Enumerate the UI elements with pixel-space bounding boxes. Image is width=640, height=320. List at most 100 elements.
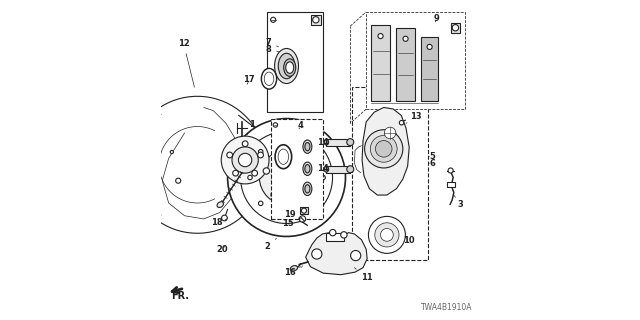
Text: 8: 8 bbox=[266, 44, 278, 54]
Circle shape bbox=[272, 163, 301, 192]
Circle shape bbox=[232, 147, 259, 173]
Circle shape bbox=[259, 149, 263, 154]
Circle shape bbox=[248, 175, 252, 180]
Ellipse shape bbox=[278, 149, 289, 164]
Text: TWA4B1910A: TWA4B1910A bbox=[421, 303, 473, 312]
Circle shape bbox=[284, 153, 290, 159]
Bar bbox=[271, 119, 323, 219]
Circle shape bbox=[259, 201, 263, 205]
Circle shape bbox=[263, 168, 269, 174]
Circle shape bbox=[271, 17, 276, 22]
Text: 10: 10 bbox=[403, 236, 414, 245]
Text: 1: 1 bbox=[247, 120, 255, 134]
Text: 17: 17 bbox=[243, 75, 255, 84]
Circle shape bbox=[301, 208, 307, 213]
Ellipse shape bbox=[303, 162, 312, 175]
Ellipse shape bbox=[217, 202, 223, 207]
Ellipse shape bbox=[275, 145, 292, 169]
Circle shape bbox=[271, 191, 277, 198]
Circle shape bbox=[403, 36, 408, 41]
Text: 7: 7 bbox=[266, 38, 278, 47]
Circle shape bbox=[252, 170, 257, 176]
Circle shape bbox=[227, 152, 232, 158]
Ellipse shape bbox=[285, 62, 294, 73]
Bar bbox=[451, 23, 460, 33]
Circle shape bbox=[221, 136, 269, 184]
Bar bbox=[268, 12, 323, 112]
Bar bbox=[326, 166, 350, 173]
Circle shape bbox=[313, 17, 319, 23]
Circle shape bbox=[296, 191, 302, 198]
Bar bbox=[396, 28, 415, 101]
Circle shape bbox=[273, 123, 278, 127]
Text: FR.: FR. bbox=[171, 292, 189, 301]
Text: 6: 6 bbox=[428, 159, 435, 168]
Circle shape bbox=[378, 34, 383, 39]
Ellipse shape bbox=[324, 139, 328, 145]
Ellipse shape bbox=[347, 166, 354, 173]
Bar bbox=[326, 233, 344, 241]
Circle shape bbox=[243, 141, 248, 147]
Polygon shape bbox=[362, 108, 409, 195]
Bar bbox=[447, 182, 455, 187]
Circle shape bbox=[300, 216, 306, 222]
Ellipse shape bbox=[324, 166, 328, 172]
Circle shape bbox=[330, 229, 336, 236]
Circle shape bbox=[381, 228, 394, 241]
Ellipse shape bbox=[305, 185, 310, 193]
Ellipse shape bbox=[305, 142, 310, 151]
Ellipse shape bbox=[261, 68, 276, 89]
Bar bbox=[326, 139, 350, 146]
Bar bbox=[311, 15, 321, 25]
Circle shape bbox=[427, 44, 432, 50]
Text: 13: 13 bbox=[406, 113, 421, 123]
Text: 14: 14 bbox=[317, 138, 329, 147]
Text: 14: 14 bbox=[317, 164, 329, 173]
Circle shape bbox=[284, 212, 289, 216]
Text: 12: 12 bbox=[178, 39, 195, 87]
Circle shape bbox=[239, 153, 252, 167]
Ellipse shape bbox=[278, 53, 295, 79]
Circle shape bbox=[175, 178, 180, 183]
Text: 2: 2 bbox=[264, 238, 276, 251]
Circle shape bbox=[448, 168, 453, 173]
Circle shape bbox=[399, 121, 404, 125]
Ellipse shape bbox=[303, 140, 312, 153]
Bar bbox=[243, 139, 248, 181]
Circle shape bbox=[385, 127, 396, 139]
Ellipse shape bbox=[290, 266, 298, 271]
Bar bbox=[300, 207, 308, 214]
Ellipse shape bbox=[303, 182, 312, 196]
Circle shape bbox=[310, 149, 315, 154]
Circle shape bbox=[259, 150, 314, 204]
Polygon shape bbox=[366, 12, 465, 109]
Circle shape bbox=[340, 232, 347, 238]
Text: 20: 20 bbox=[216, 245, 228, 254]
Circle shape bbox=[228, 119, 346, 236]
Text: 11: 11 bbox=[355, 268, 373, 282]
Text: 9: 9 bbox=[434, 14, 440, 23]
Text: 3: 3 bbox=[454, 195, 463, 209]
Circle shape bbox=[303, 168, 310, 174]
Text: 4: 4 bbox=[298, 121, 304, 130]
Polygon shape bbox=[306, 233, 367, 275]
Circle shape bbox=[369, 216, 405, 253]
Bar bbox=[352, 87, 428, 260]
Circle shape bbox=[365, 130, 403, 168]
Circle shape bbox=[351, 251, 361, 261]
Ellipse shape bbox=[275, 49, 298, 84]
Circle shape bbox=[375, 223, 399, 247]
Text: 16: 16 bbox=[284, 268, 296, 277]
Circle shape bbox=[221, 215, 227, 221]
Circle shape bbox=[310, 201, 315, 205]
Bar bbox=[421, 37, 438, 101]
Circle shape bbox=[312, 249, 322, 259]
Text: 19: 19 bbox=[284, 210, 301, 219]
Circle shape bbox=[284, 139, 289, 143]
Circle shape bbox=[452, 25, 459, 31]
Circle shape bbox=[241, 132, 333, 223]
Circle shape bbox=[321, 175, 325, 180]
Bar bbox=[371, 25, 390, 101]
Ellipse shape bbox=[284, 59, 296, 76]
Circle shape bbox=[233, 170, 239, 176]
